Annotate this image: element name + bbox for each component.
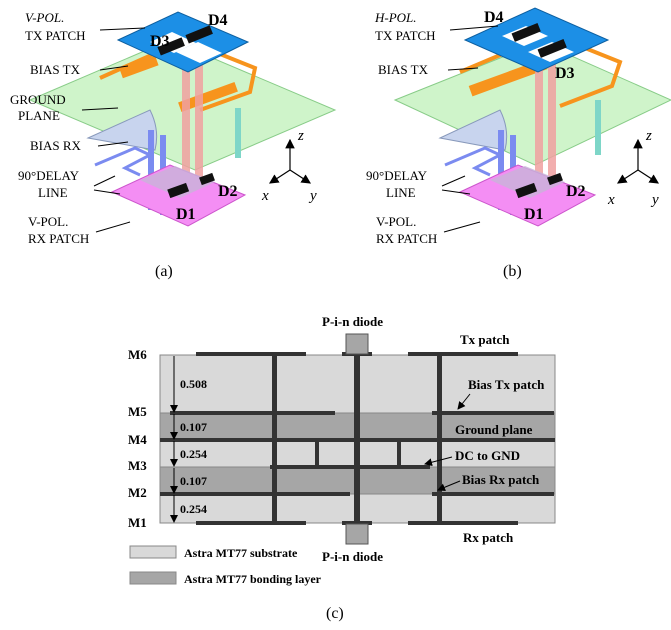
rx-patch-label-b: RX PATCH	[376, 231, 437, 246]
rx-patch-b-inner	[490, 166, 565, 198]
pin-diode-bottom	[345, 523, 369, 545]
d4-label-b: D4	[484, 9, 504, 26]
bias-rx-stub-b	[438, 109, 508, 151]
layer-m2: M2	[128, 485, 147, 500]
rx-patch-label: RX PATCH	[28, 231, 89, 246]
d1-label-b: D1	[524, 206, 544, 223]
d4-label: D4	[208, 12, 228, 29]
annotation-arrows	[424, 393, 471, 492]
delay-label-2-b: LINE	[386, 185, 416, 200]
dc-to-gnd-annotation: DC to GND	[455, 448, 520, 463]
bias-tx-label-b: BIAS TX	[378, 62, 429, 77]
bias-rx-stub	[86, 109, 158, 151]
bias-tx-label: BIAS TX	[30, 62, 81, 77]
d4-chip	[185, 25, 213, 44]
caption-b: (b)	[503, 263, 522, 280]
layer-m4: M4	[128, 432, 147, 447]
legend-bonding-swatch	[129, 571, 177, 585]
legend-substrate-label: Astra MT77 substrate	[184, 546, 298, 560]
thickness-0254-a: 0.254	[180, 447, 207, 461]
bias-tx-pad-2	[178, 82, 238, 112]
axis-triad-a: z x y	[261, 128, 317, 204]
axis-y-label-b: y	[650, 192, 659, 208]
bias-rx-patch-annotation: Bias Rx patch	[462, 472, 540, 487]
via-1	[182, 40, 190, 190]
tx-patch-label: TX PATCH	[25, 28, 86, 43]
thickness-0107-b: 0.107	[180, 474, 207, 488]
via-4	[148, 130, 154, 210]
layer-m1: M1	[128, 515, 147, 530]
caption-c: (c)	[326, 605, 344, 622]
d3-label-b: D3	[555, 65, 575, 82]
rx-patch-annotation: Rx patch	[463, 530, 514, 545]
via-3	[235, 108, 241, 158]
legend-substrate-swatch	[129, 545, 177, 559]
d3-chip	[157, 37, 185, 56]
tx-patch-label-b: TX PATCH	[375, 28, 436, 43]
via-b-2	[548, 45, 556, 195]
pin-diode-bottom-label: P-i-n diode	[322, 549, 383, 564]
axis-y-label: y	[308, 188, 317, 204]
legend: Astra MT77 substrate Astra MT77 bonding …	[129, 545, 322, 586]
ground-label-2: PLANE	[18, 108, 60, 123]
d3-chip-b	[537, 39, 567, 58]
d1-chip-b	[515, 182, 538, 199]
rx-patch-inner	[140, 166, 215, 198]
axis-x-label-b: x	[607, 192, 615, 208]
d1-chip	[167, 182, 190, 199]
d2-chip-b	[547, 172, 563, 186]
pin-diode-top-label: P-i-n diode	[322, 314, 383, 329]
bias-tx-pad-1	[119, 55, 159, 79]
caption-a: (a)	[155, 263, 173, 280]
bias-tx-patch-annotation: Bias Tx patch	[468, 377, 545, 392]
leader-lines-b	[441, 25, 499, 233]
delay-line	[94, 146, 154, 177]
delay-label-1: 90°DELAY	[18, 168, 80, 183]
panel-a: z x y D4 D3 D2 D1 V-POL. TX PATCH BIAS T…	[10, 10, 337, 280]
delay-label-1-b: 90°DELAY	[366, 168, 428, 183]
axis-x-label: x	[261, 188, 269, 204]
thickness-0508: 0.508	[180, 377, 207, 391]
bias-rx-label: BIAS RX	[30, 138, 82, 153]
axis-triad-b: z x y	[607, 128, 660, 208]
ground-label-1: GROUND	[10, 92, 66, 107]
pin-diode-top	[345, 333, 369, 355]
delay-line-b	[444, 146, 504, 177]
via-2	[195, 45, 203, 195]
d1-label: D1	[176, 206, 196, 223]
ground-plane-annotation: Ground plane	[455, 422, 533, 437]
tx-pol-label-b: H-POL.	[374, 10, 417, 25]
axis-z-label-b: z	[645, 128, 652, 144]
tx-patch-hole-2	[176, 42, 222, 63]
panel-b: z x y D4 D3 D2 D1 H-POL. TX PATCH BIAS T…	[366, 7, 671, 280]
rx-pol-label-b: V-POL.	[376, 214, 416, 229]
thickness-0254-b: 0.254	[180, 502, 207, 516]
leader-lines-a	[81, 27, 146, 233]
layer-m6: M6	[128, 347, 147, 362]
layer-m5: M5	[128, 404, 147, 419]
d4-chip-b	[511, 23, 541, 42]
via-b-1	[535, 40, 543, 190]
via-b-3	[595, 100, 601, 155]
d2-label-b: D2	[566, 183, 586, 200]
thickness-0107-a: 0.107	[180, 420, 207, 434]
tx-patch-annotation: Tx patch	[460, 332, 510, 347]
d2-chip	[199, 172, 215, 186]
panel-c: M6 M5 M4 M3 M2 M1 0.508 0.107 0.254 0.10…	[128, 314, 556, 622]
axis-z-label: z	[297, 128, 304, 144]
d2-label: D2	[218, 183, 238, 200]
legend-bonding-label: Astra MT77 bonding layer	[184, 572, 322, 586]
rx-pol-label: V-POL.	[28, 214, 68, 229]
tx-pol-label: V-POL.	[25, 10, 64, 25]
delay-label-2: LINE	[38, 185, 68, 200]
via-b-4	[498, 130, 504, 210]
d3-label: D3	[150, 33, 170, 50]
layer-m3: M3	[128, 458, 147, 473]
